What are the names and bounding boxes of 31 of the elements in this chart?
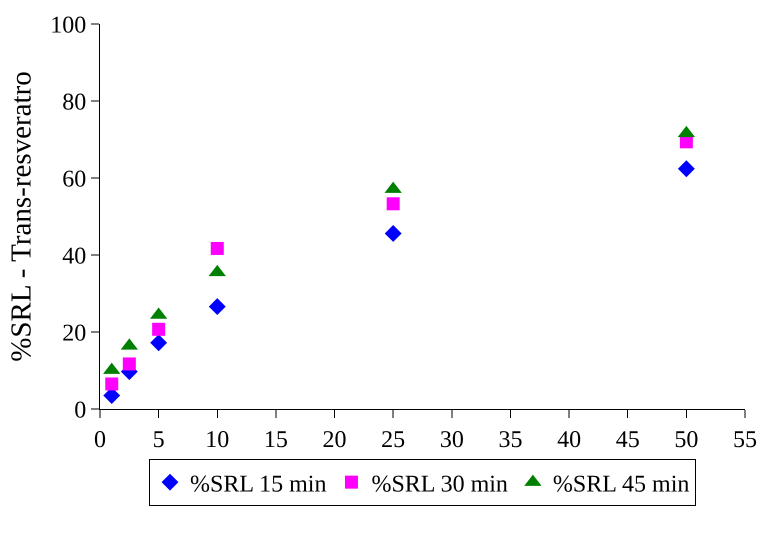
- legend-label: %SRL 45 min: [552, 472, 690, 498]
- point: [208, 298, 226, 316]
- y-axis-title: %SRL - Trans-resveratro: [6, 71, 38, 362]
- legend-label: %SRL 15 min: [190, 472, 326, 498]
- point: [105, 377, 118, 390]
- x-tick-label: 20: [322, 426, 347, 453]
- x-tick-label: 55: [733, 426, 757, 453]
- point: [122, 357, 136, 370]
- y-tick-label: 40: [62, 243, 86, 270]
- y-tick-label: 60: [62, 166, 86, 192]
- point: [384, 224, 402, 242]
- point: [678, 160, 695, 178]
- x-tick-label: 0: [94, 426, 106, 453]
- x-tick-label: 25: [381, 426, 406, 453]
- legend-label: %SRL 30 min: [371, 472, 508, 498]
- y-tick-label: 100: [50, 12, 86, 38]
- x-tick-label: 10: [205, 426, 230, 453]
- y-tick-label: 80: [62, 89, 86, 116]
- x-tick-label: 35: [498, 426, 522, 453]
- point: [210, 242, 224, 255]
- point: [150, 334, 168, 352]
- point: [152, 322, 166, 336]
- y-tick-label: 0: [74, 397, 86, 424]
- x-tick-label: 45: [616, 426, 640, 453]
- x-tick-label: 40: [557, 426, 582, 453]
- x-tick-label: 50: [674, 426, 698, 453]
- y-tick-label: 20: [62, 320, 86, 346]
- x-tick-label: 5: [152, 426, 165, 453]
- point: [386, 197, 400, 210]
- x-tick-label: 30: [440, 426, 464, 453]
- x-tick-label: 15: [264, 426, 288, 453]
